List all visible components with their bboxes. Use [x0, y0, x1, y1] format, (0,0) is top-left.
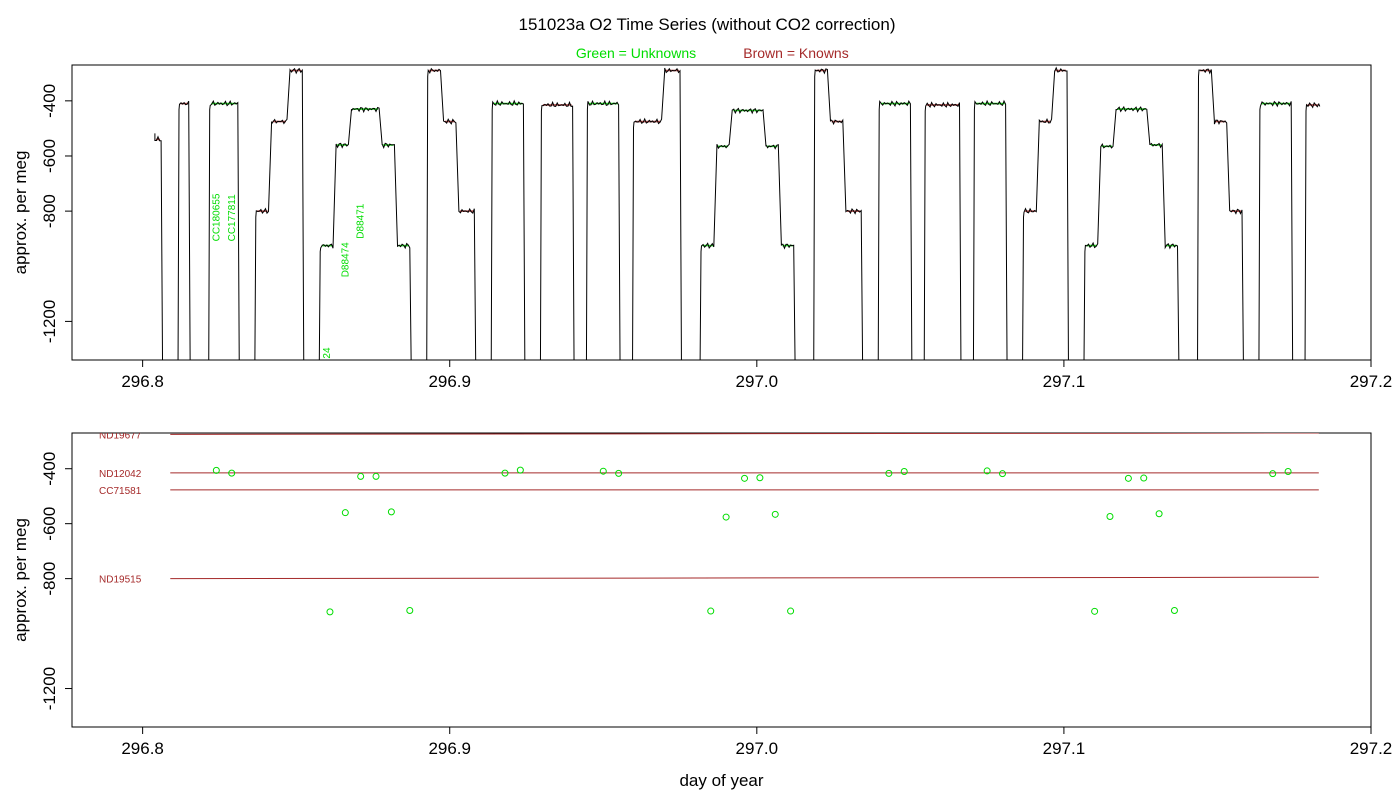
x-axis-label: day of year: [679, 771, 763, 790]
unknown-sample-point: [900, 467, 908, 475]
unknown-sample-point: [1155, 510, 1163, 518]
reference-line: [170, 576, 1319, 580]
x-tick-label: 296.9: [428, 739, 471, 758]
unknown-sample-point: [212, 466, 220, 474]
plot-frame: [71, 64, 1372, 361]
y-tick-label: -600: [40, 507, 59, 541]
unknown-sample-point: [771, 510, 779, 518]
unknown-sample-point: [1091, 607, 1099, 615]
unknown-sample-point: [1124, 474, 1132, 482]
unknown-sample-point: [756, 474, 764, 482]
x-tick-label: 297.2: [1350, 372, 1393, 391]
y-tick-label: -1200: [40, 667, 59, 710]
legend-knowns: Brown = Knowns: [743, 45, 848, 61]
unknown-sample-point: [787, 607, 795, 615]
plot-area: CC180655 CC177811 D88474 D88471 24: [154, 66, 1321, 360]
unknown-sample-point: [516, 466, 524, 474]
unknown-sample-point: [1140, 474, 1148, 482]
unknown-sample-point: [722, 513, 730, 521]
unknown-sample-point: [326, 608, 334, 616]
x-tick-label: 296.8: [121, 372, 164, 391]
y-axis-label: approx. per meg: [11, 518, 30, 642]
sample-id-label: CC180655: [211, 193, 222, 241]
sample-id-label: D88471: [356, 203, 367, 238]
unknown-sample-point: [1269, 470, 1277, 478]
unknown-sample-point: [387, 508, 395, 516]
unknown-sample-point: [406, 606, 414, 614]
unknown-sample-point: [1284, 467, 1292, 475]
legend-unknowns: Green = Unknowns: [576, 45, 696, 61]
reference-line-label: CC71581: [99, 486, 142, 497]
x-tick-label: 297.1: [1043, 372, 1086, 391]
plot-frame: [71, 432, 1372, 728]
unknown-sample-point: [357, 472, 365, 480]
y-tick-label: -800: [40, 562, 59, 596]
unknown-sample-point: [741, 474, 749, 482]
sample-id-label: D88474: [340, 242, 351, 277]
unknown-sample-point: [341, 509, 349, 517]
x-tick-label: 297.0: [736, 372, 779, 391]
unknown-sample-point: [501, 469, 509, 477]
x-tick-label: 297.2: [1350, 739, 1393, 758]
y-tick-label: -400: [40, 452, 59, 486]
unknown-sample-point: [1106, 513, 1114, 521]
reference-line: [170, 433, 1319, 435]
x-tick-label: 296.9: [428, 372, 471, 391]
y-tick-label: -1200: [40, 300, 59, 343]
y-tick-label: -600: [40, 139, 59, 173]
x-tick-label: 297.1: [1043, 739, 1086, 758]
unknown-sample-point: [707, 607, 715, 615]
y-axis-label: approx. per meg: [11, 151, 30, 275]
unknown-sample-point: [372, 472, 380, 480]
x-tick-label: 296.8: [121, 739, 164, 758]
y-tick-label: -800: [40, 194, 59, 228]
sample-id-label: 24: [322, 347, 333, 359]
reference-line-label: ND12042: [99, 469, 142, 480]
plot-area: ND19677 ND12042 CC71581 ND19515: [99, 430, 1319, 616]
top-panel-time-series: 296.8 296.9 297.0 297.1 297.2 -400 -600 -800 -12…: [11, 64, 1393, 391]
o2-trace-line: [154, 66, 1321, 360]
unknown-sample-point: [1170, 606, 1178, 614]
unknown-sample-point: [599, 467, 607, 475]
x-tick-label: 297.0: [736, 739, 779, 758]
unknown-sample-point: [228, 469, 236, 477]
unknown-sample-point: [983, 467, 991, 475]
unknown-sample-point: [885, 469, 893, 477]
reference-line-label: ND19515: [99, 575, 142, 586]
unknown-sample-point: [615, 469, 623, 477]
sample-id-label: CC177811: [227, 194, 238, 242]
chart-title: 151023a O2 Time Series (without CO2 corr…: [518, 15, 895, 34]
bottom-panel-flask-averages: 296.8 296.9 297.0 297.1 297.2 -400 -600 -800 -12…: [11, 430, 1393, 790]
reference-line-label: ND19677: [99, 430, 142, 441]
unknown-sample-point: [998, 470, 1006, 478]
y-tick-label: -400: [40, 84, 59, 118]
